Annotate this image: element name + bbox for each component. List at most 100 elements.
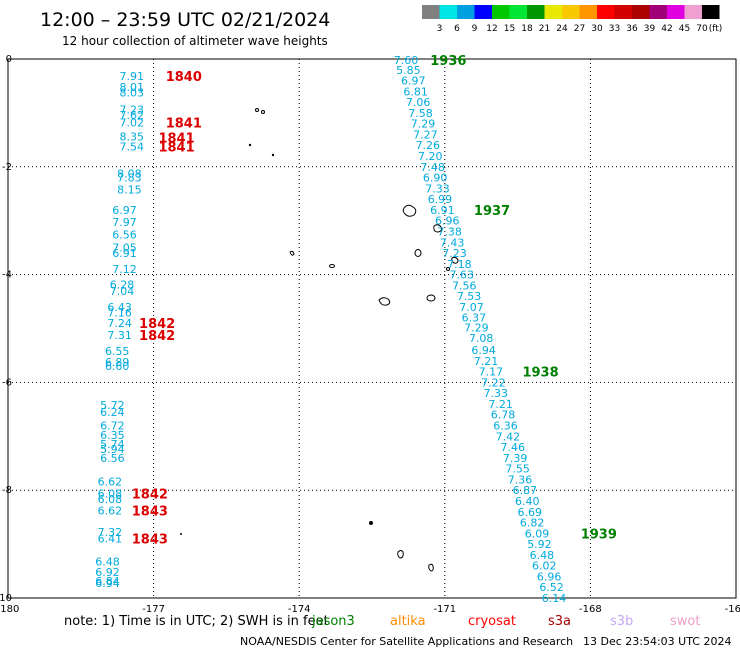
y-tick-label: -6: [2, 377, 12, 388]
wave-height-point: 7.39: [503, 452, 528, 465]
wave-height-point: 7.38: [437, 225, 462, 238]
wave-height-point: 6.36: [493, 420, 518, 433]
x-tick-label: -171: [433, 604, 456, 615]
wave-height-point: 7.33: [425, 182, 450, 195]
footer-generated: 13 Dec 23:54:03 UTC 2024: [583, 635, 731, 648]
island: [402, 204, 417, 217]
pass-time-label: 1937: [474, 204, 510, 219]
wave-height-point: 6.78: [491, 409, 516, 422]
island: [180, 533, 182, 535]
wave-height-point: 7.83: [117, 172, 142, 185]
wave-height-point: 6.91: [430, 204, 455, 217]
legend-label: 42: [661, 24, 672, 34]
wave-height-point: 7.56: [452, 279, 477, 292]
wave-height-point: 7.23: [120, 104, 145, 117]
wave-height-point: 7.20: [418, 150, 443, 163]
wave-height-point: 6.94: [471, 344, 496, 357]
legend-unit: (ft): [709, 24, 723, 34]
wave-height-point: 6.56: [100, 452, 125, 465]
legend-swatch: [632, 5, 650, 19]
footer-credit: NOAA/NESDIS Center for Satellite Applica…: [240, 635, 573, 648]
wave-height-point: 7.58: [408, 107, 433, 120]
wave-height-point: 7.62: [120, 109, 145, 122]
wave-height-point: 7.31: [107, 329, 132, 342]
island: [271, 153, 275, 157]
legend-swatch: [492, 5, 510, 19]
wave-height-point: 6.56: [112, 229, 137, 242]
wave-height-point: 7.46: [500, 441, 525, 454]
legend-label: 39: [644, 24, 656, 34]
legend-label: 12: [486, 24, 497, 34]
wave-height-point: 6.08: [98, 493, 123, 506]
legend-swatch: [597, 5, 615, 19]
wave-height-point: 7.23: [442, 247, 467, 260]
wave-height-point: 7.97: [112, 216, 137, 229]
wave-height-point: 7.12: [112, 263, 137, 276]
legend-label: 6: [454, 24, 460, 34]
wave-height-point: 6.97: [401, 75, 426, 88]
wave-height-labels: 7.918.018.037.237.627.028.357.548.087.83…: [95, 54, 566, 605]
wave-height-point: 6.96: [435, 215, 460, 228]
wave-height-point: 7.53: [457, 290, 482, 303]
wave-height-point: 8.15: [117, 183, 142, 196]
wave-height-point: 6.40: [515, 495, 540, 508]
island: [378, 297, 391, 306]
pass-time-label: 1842: [139, 317, 175, 332]
wave-height-point: 5.92: [527, 538, 552, 551]
island: [446, 267, 450, 271]
legend-label: 70: [696, 24, 708, 34]
wave-height-point: 6.24: [100, 406, 125, 419]
island-outlines: [180, 108, 459, 572]
wave-height-point: 8.08: [117, 167, 142, 180]
wave-height-point: 7.60: [394, 54, 419, 67]
wave-height-point: 6.37: [462, 312, 487, 325]
wave-height-point: 7.29: [464, 321, 489, 334]
island: [433, 224, 443, 233]
wave-height-point: 6.02: [532, 560, 557, 573]
wave-height-point: 7.04: [110, 285, 135, 298]
wave-height-point: 6.55: [105, 345, 130, 358]
wave-height-point: 7.24: [107, 317, 132, 330]
wave-height-point: 5.74: [100, 438, 125, 451]
satellite-legend-item: cryosat: [468, 614, 516, 629]
wave-height-point: 6.60: [105, 360, 130, 373]
legend-label: 45: [679, 24, 690, 34]
legend-label: 15: [504, 24, 515, 34]
legend-label: 33: [609, 24, 620, 34]
wave-height-point: 8.35: [120, 131, 145, 144]
wave-height-point: 7.55: [505, 463, 530, 476]
wave-height-point: 6.72: [100, 420, 125, 433]
legend-swatch: [684, 5, 702, 19]
pass-time-label: 1841: [158, 140, 194, 155]
wave-height-point: 7.32: [98, 526, 123, 539]
y-tick-label: -2: [2, 162, 12, 173]
x-tick-label: -168: [579, 604, 602, 615]
wave-height-point: 6.91: [112, 247, 137, 260]
island: [369, 521, 373, 525]
island: [451, 256, 459, 264]
pass-time-label: 1938: [522, 366, 558, 381]
wave-height-point: 7.22: [481, 376, 506, 389]
wave-height-point: 6.89: [105, 356, 130, 369]
legend-swatch: [579, 5, 597, 19]
legend-label: 30: [591, 24, 603, 34]
wave-height-point: 5.85: [396, 64, 421, 77]
x-tick-label: -165: [725, 604, 740, 615]
wave-height-point: 7.29: [411, 118, 436, 131]
satellite-legend: jason3 altika cryosat s3a s3b swot: [311, 614, 700, 629]
wave-height-point: 6.52: [539, 581, 564, 594]
legend-swatch: [667, 5, 685, 19]
pass-time-label: 1841: [158, 132, 194, 147]
plot-frame: [7, 58, 737, 599]
wave-height-point: 6.48: [95, 555, 120, 568]
legend-swatch: [649, 5, 667, 19]
legend-swatch: [527, 5, 545, 19]
wave-height-point: 6.41: [98, 533, 123, 546]
pass-time-label: 1842: [132, 487, 168, 502]
wave-height-point: 6.90: [423, 172, 448, 185]
wave-height-point: 7.21: [488, 398, 513, 411]
x-tick-label: -174: [288, 604, 311, 615]
legend-swatch: [457, 5, 475, 19]
wave-height-point: 6.35: [100, 429, 125, 442]
color-scale-legend: 3 6 9 12 15 18 21 24 27 30 33 36 39 42 45 70 (ft): [422, 5, 722, 34]
